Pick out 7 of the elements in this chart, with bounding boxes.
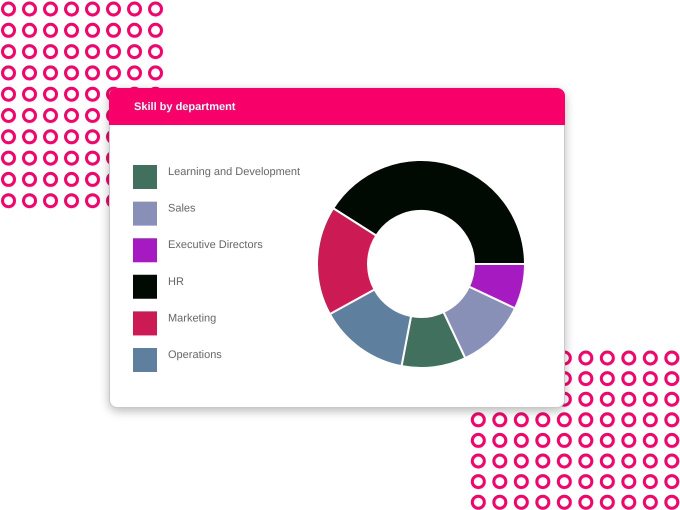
legend-label: Marketing [168,312,216,324]
legend-label: Sales [168,202,196,215]
legend-label: Operations [168,349,222,361]
chart-title: Skill by department [134,101,236,113]
legend-label: Learning and Development [168,166,300,178]
legend-label: HR [168,276,184,288]
legend-label: Executive Directors [168,239,264,252]
